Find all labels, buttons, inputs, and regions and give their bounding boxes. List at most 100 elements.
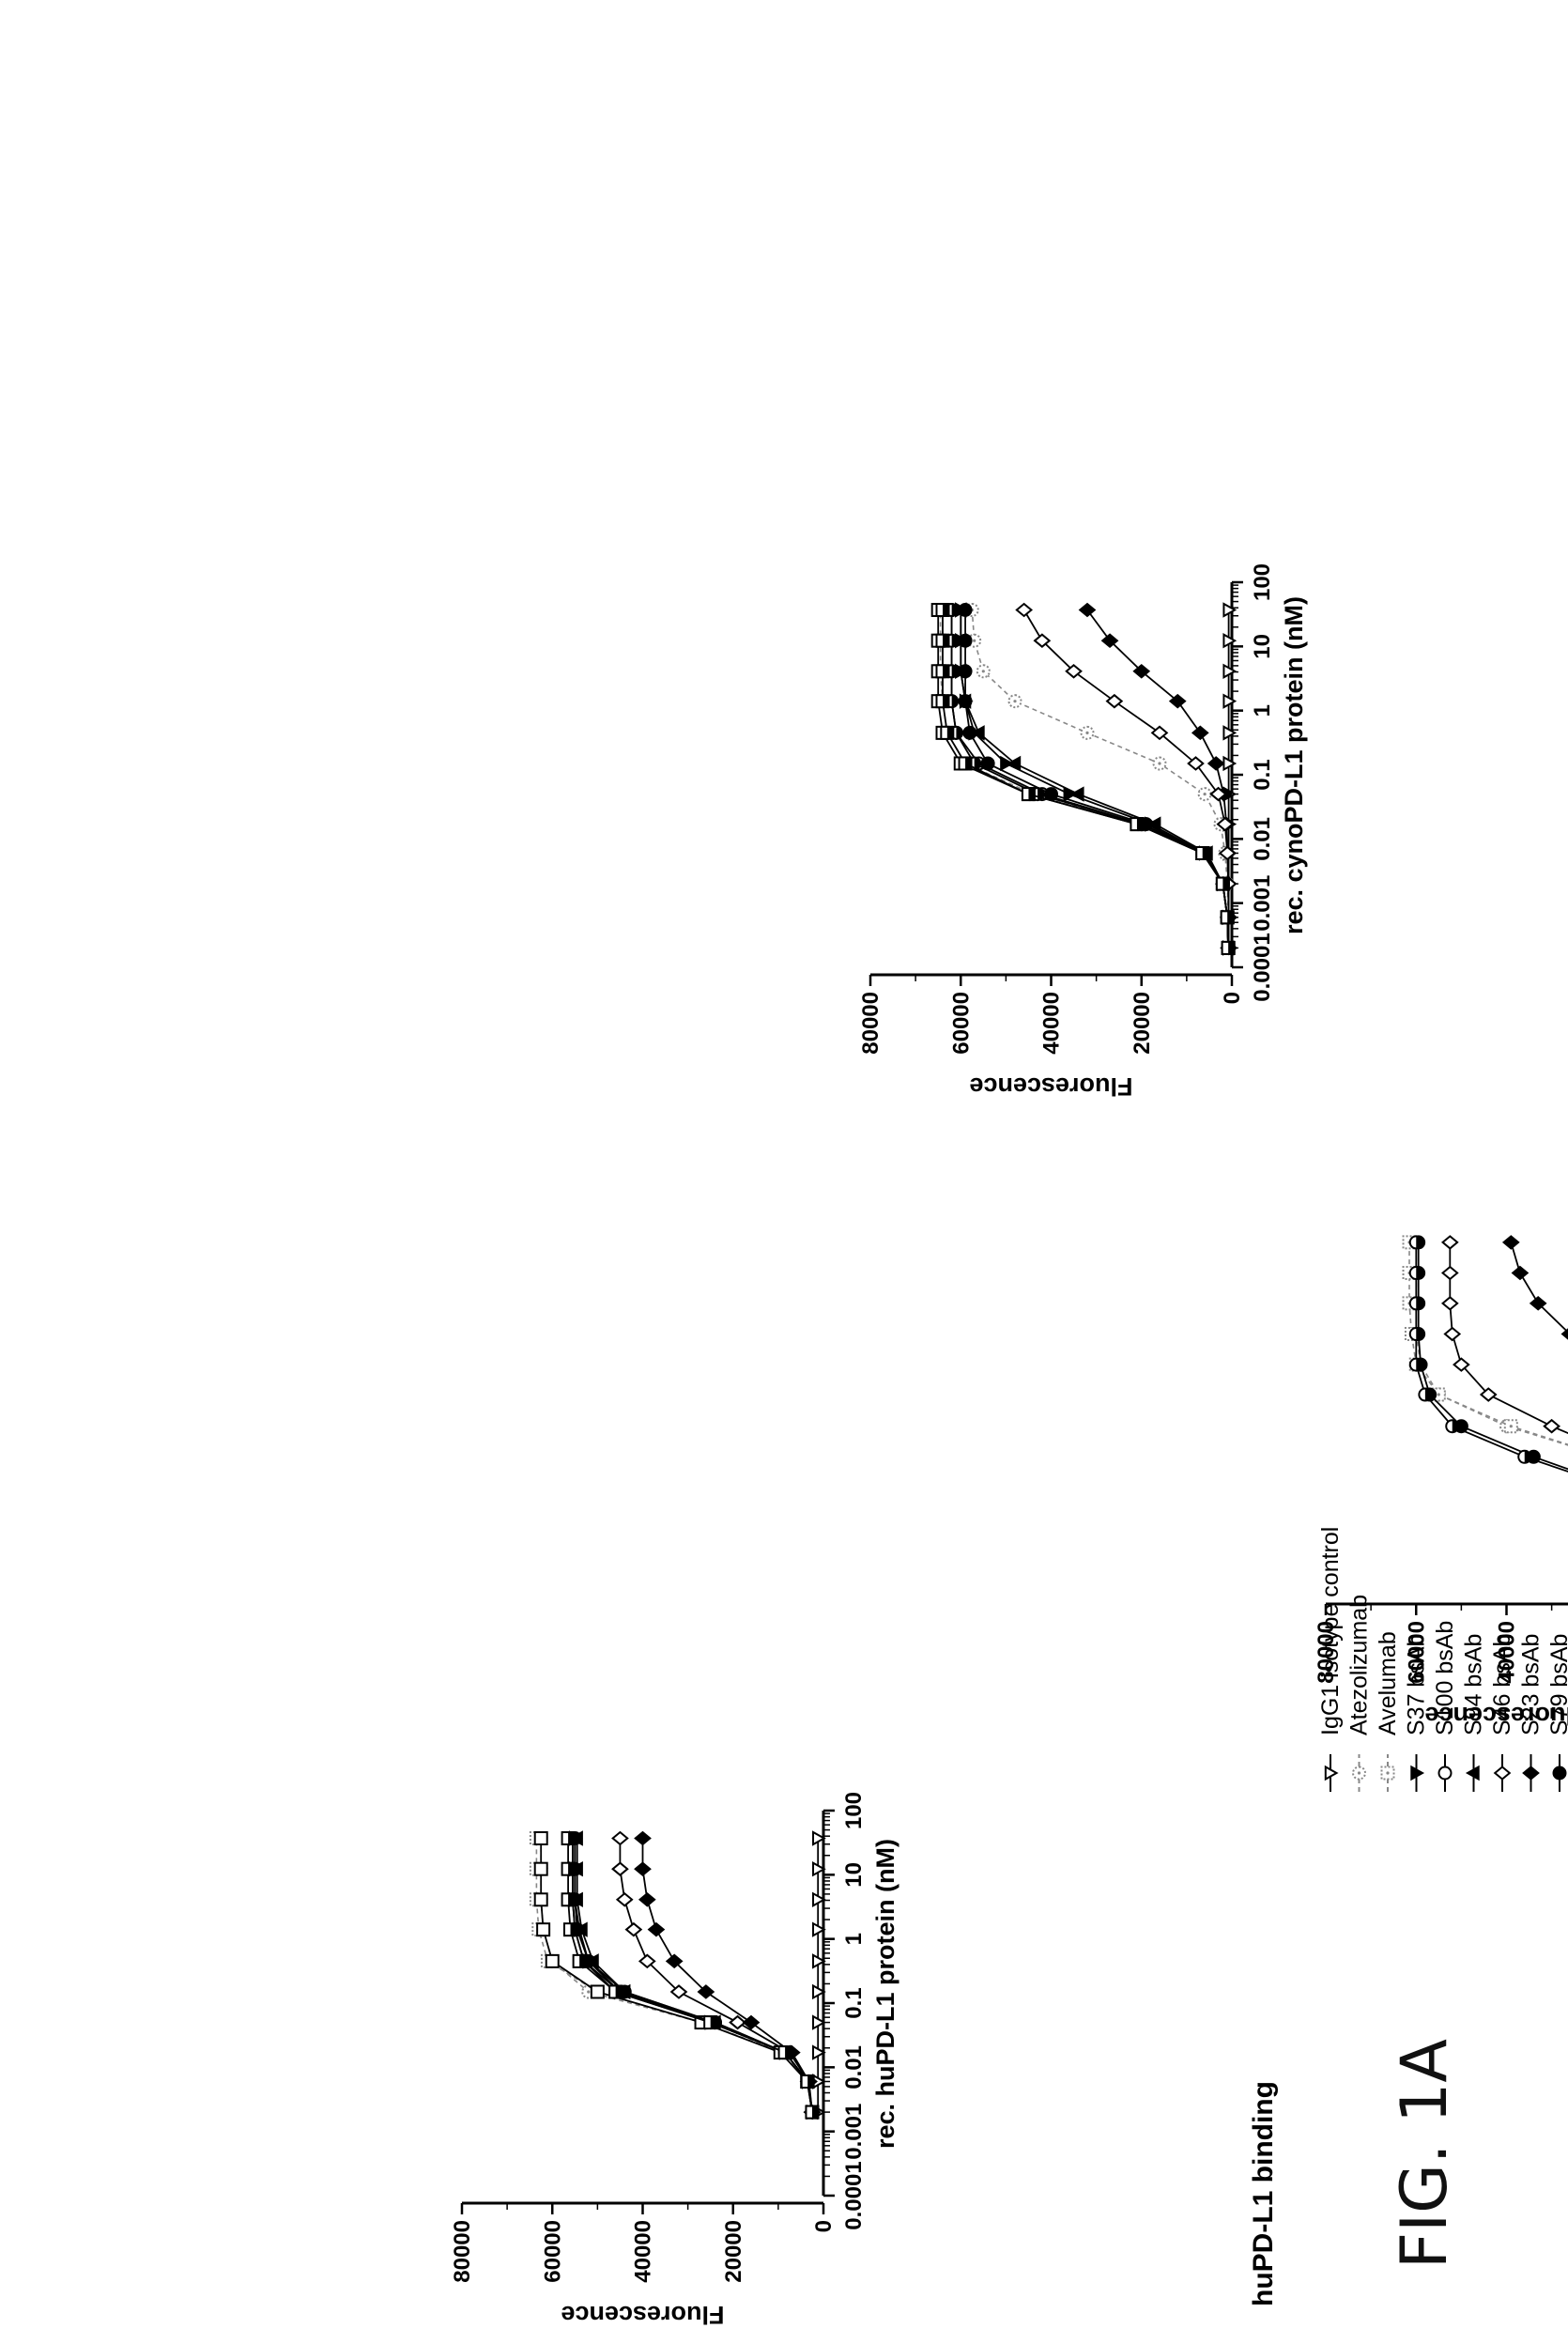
panel-fig-1c: FIG. 1CmoPD-L1 binding0.00010.0010.010.1…: [1314, 1235, 1568, 1730]
legend-marker: [1522, 1766, 1540, 1781]
legend-item-igg1-isotype-control: IgG1 isotype control: [1317, 1527, 1344, 1792]
series-s46-bsab-point: [1440, 1235, 1459, 1250]
series-s100-mab-point-half: [943, 634, 949, 647]
series-igg1-isotype-control-point: [812, 1830, 826, 1846]
series-s23-bsab-point: [634, 1830, 652, 1846]
series-s46-bsab-line: [1022, 609, 1230, 948]
y-tick-label: 80000: [450, 2220, 475, 2283]
panel-fig-1b: FIG. 1BcynoPD-L1 binding0.00010.0010.010…: [858, 563, 1308, 1101]
y-tick-label: 60000: [540, 2220, 565, 2283]
legend-label: S46 bsAb: [1489, 1634, 1515, 1735]
series-s46-bsab-line: [1449, 1241, 1568, 1578]
y-tick-label: 40000: [1039, 992, 1065, 1055]
series-s28-bsab-point: [533, 1892, 548, 1907]
legend-item-s23-bsab: S23 bsAb: [1518, 1634, 1545, 1792]
legend-label: Avelumab: [1375, 1631, 1401, 1735]
y-tick-label: 40000: [631, 2220, 656, 2283]
series-s79-mab-point-half: [1416, 1297, 1422, 1310]
series-s46-bsab-point: [1150, 725, 1169, 741]
series-avelumab: [933, 603, 1236, 955]
series-s23-bsab-point: [1207, 756, 1225, 771]
series-s79-mab-point-half: [1416, 1267, 1422, 1280]
series-avelumab-line: [1408, 1241, 1568, 1578]
series-s79-bsab: [958, 603, 1236, 955]
y-tick-label: 80000: [858, 992, 884, 1055]
series-s94-bsab-line: [576, 1838, 813, 2113]
series-s79-bsab-point: [958, 694, 973, 709]
series-avelumab-point-dot: [1437, 1393, 1440, 1396]
series-s23-bsab-point: [1501, 1235, 1520, 1250]
series-avelumab-line: [535, 1838, 813, 2113]
series-s79-mab-point-half: [951, 665, 959, 678]
series-s100-mab-point-half: [710, 2016, 717, 2029]
series-igg1-isotype-control-point: [812, 2014, 826, 2030]
series-igg1-isotype-control-point: [812, 1860, 826, 1877]
series-s79-mab: [945, 603, 1236, 955]
series-s100-mab-line: [942, 609, 1229, 948]
x-axis-title: rec. cynoPD-L1 protein (nM): [1280, 596, 1308, 934]
series-avelumab-line: [939, 609, 1229, 948]
series-igg1-isotype-control-point: [1222, 725, 1237, 741]
series-igg1-isotype-control-point: [1222, 602, 1237, 618]
series-s23-bsab-point: [1100, 633, 1119, 648]
x-tick-label: 100: [1250, 563, 1275, 601]
series-s46-bsab-point: [1218, 845, 1237, 861]
series-s46-bsab-point: [624, 1921, 643, 1937]
series-s46-bsab-line: [619, 1838, 813, 2113]
series-igg1-isotype-control-point: [812, 1891, 826, 1907]
x-tick-label: 10: [841, 1862, 867, 1888]
series-s28-bsab-point: [545, 1953, 560, 1968]
x-tick-label: 1: [841, 1933, 867, 1945]
y-axis-title: Fluorescence: [1424, 1702, 1568, 1730]
legend-marker: [1493, 1766, 1512, 1781]
series-s94-bsab-point: [1146, 816, 1161, 832]
legend-marker: [1410, 1765, 1425, 1781]
series-s100-mab-point-half: [568, 1832, 575, 1845]
series-s46-bsab-point: [1209, 786, 1227, 802]
series-s100-mab-line: [567, 1838, 813, 2113]
figure-label: FIG. 1A: [1388, 2039, 1462, 2269]
series-igg1-isotype-control-point: [1222, 693, 1237, 709]
series-s28-bsab-point: [590, 1984, 605, 1999]
legend: IgG1 isotype control Atezolizumab Avelumab…: [1317, 1527, 1568, 1792]
y-tick-label: 40000: [1495, 1621, 1520, 1684]
y-tick-label: 0: [1220, 992, 1245, 1004]
legend-marker-dot: [1386, 1771, 1390, 1775]
series-atezolizumab-point-dot: [1158, 762, 1161, 765]
series-igg1-isotype-control-point: [1222, 632, 1237, 649]
x-tick-label: 0.01: [1250, 817, 1275, 861]
series-s46-bsab-point: [1440, 1265, 1459, 1281]
x-axis-title: rec. huPD-L1 protein (nM): [871, 1839, 899, 2149]
series-s100-mab-point-half: [943, 604, 949, 617]
series-igg1-isotype-control-point: [812, 1983, 826, 2000]
y-tick-label: 60000: [1404, 1621, 1429, 1684]
series-s46-bsab-point: [1015, 602, 1033, 618]
series-s46-bsab-point: [1187, 756, 1205, 771]
series-s23-bsab-line: [1510, 1241, 1568, 1578]
series-s100-mab-point-half: [1028, 788, 1035, 801]
series-s79-bsab-point: [958, 664, 973, 679]
series-avelumab: [1402, 1235, 1568, 1578]
series-s23-bsab-point: [665, 1953, 684, 1969]
series-s100-mab-point-half: [785, 2046, 792, 2059]
series-s46-bsab-point: [638, 1953, 656, 1969]
legend-label: S37 bsAb: [1404, 1634, 1430, 1735]
series-atezolizumab-point-dot: [1013, 700, 1017, 703]
series-s37-bsab-point: [1000, 755, 1014, 772]
series-s23-bsab-point: [697, 1984, 715, 1999]
series-s100-mab: [561, 1831, 820, 2120]
series-s23-bsab-point: [638, 1891, 656, 1907]
x-tick-label: 100: [841, 1792, 867, 1829]
series-s100-mab-point-half: [570, 1923, 576, 1936]
legend-label: IgG1 isotype control: [1317, 1527, 1344, 1735]
series-s37-bsab-line: [574, 1838, 813, 2113]
y-tick-label: 0: [811, 2220, 837, 2232]
legend-item-s37-bsab: S37 bsAb: [1404, 1634, 1430, 1792]
legend-label: S23 bsAb: [1518, 1634, 1545, 1735]
series-s79-mab-point-half: [951, 695, 959, 708]
series-s100-mab-point-half: [1136, 818, 1144, 831]
series-s79-bsab-point: [958, 633, 973, 648]
series-s28-bsab-point: [536, 1922, 551, 1937]
series-s46-bsab-point: [1033, 633, 1052, 648]
